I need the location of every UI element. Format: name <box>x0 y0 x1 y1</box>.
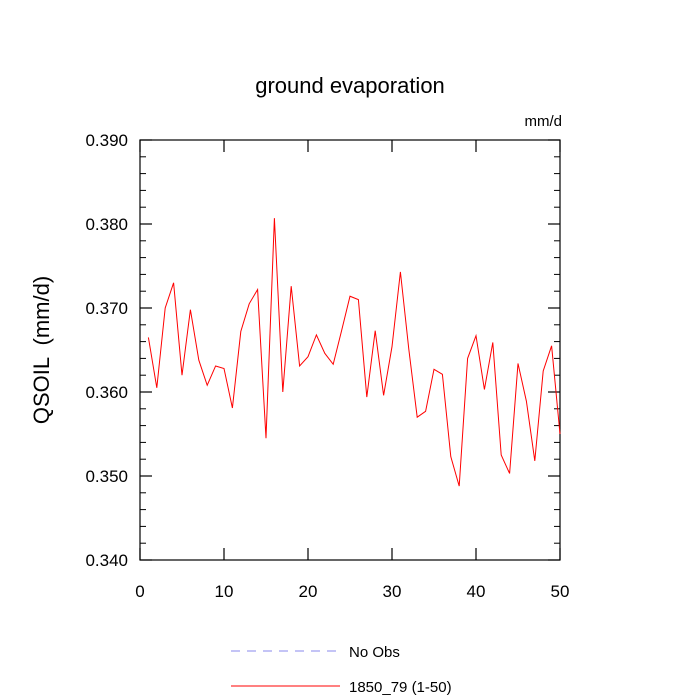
x-tick-label: 20 <box>299 582 318 601</box>
units-label: mm/d <box>525 113 563 130</box>
y-axis-tick-labels: 0.340 0.350 0.360 0.370 0.380 0.390 <box>85 131 128 570</box>
chart-title: ground evaporation <box>255 73 445 98</box>
y-tick-label: 0.370 <box>85 299 128 318</box>
x-tick-label: 0 <box>135 582 144 601</box>
x-tick-label: 40 <box>467 582 486 601</box>
y-tick-label: 0.340 <box>85 551 128 570</box>
y-tick-label: 0.360 <box>85 383 128 402</box>
x-axis-tick-labels: 0 10 20 30 40 50 <box>135 582 569 601</box>
series-layer <box>147 218 561 487</box>
x-tick-label: 50 <box>551 582 570 601</box>
y-axis-label: QSOIL (mm/d) <box>29 276 54 424</box>
series-line <box>147 218 561 487</box>
legend-label-no-obs: No Obs <box>349 644 400 661</box>
y-tick-label: 0.380 <box>85 215 128 234</box>
y-tick-label: 0.390 <box>85 131 128 150</box>
y-axis-ticks <box>140 139 560 561</box>
plot-frame <box>139 139 561 561</box>
legend: No Obs 1850_79 (1-50) <box>231 644 452 696</box>
x-tick-label: 30 <box>383 582 402 601</box>
legend-label-1850-79: 1850_79 (1-50) <box>349 679 452 696</box>
x-axis-ticks <box>139 140 561 560</box>
x-tick-label: 10 <box>215 582 234 601</box>
y-tick-label: 0.350 <box>85 467 128 486</box>
